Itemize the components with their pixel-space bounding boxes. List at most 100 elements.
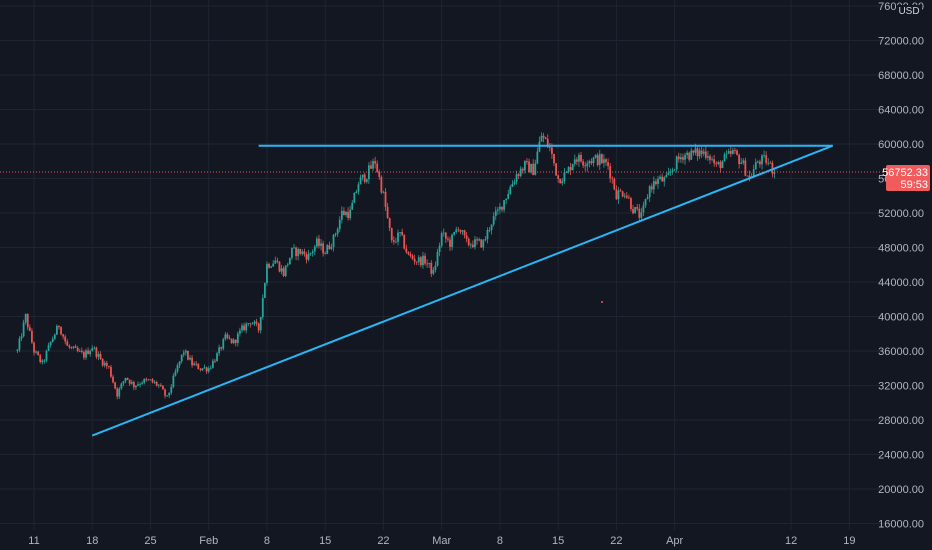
- candle-body: [603, 159, 605, 164]
- candle-body: [682, 157, 684, 160]
- candle-body: [37, 351, 40, 356]
- candle-body: [330, 247, 333, 249]
- time-axis[interactable]: [0, 530, 932, 550]
- candle-body: [465, 235, 468, 239]
- candle-body: [326, 245, 329, 254]
- candle-body: [663, 177, 666, 182]
- candle-body: [694, 148, 697, 153]
- candle-body: [80, 350, 83, 353]
- candle-body: [590, 161, 593, 164]
- candle-body: [157, 384, 160, 386]
- candle-body: [392, 240, 395, 242]
- candle-body: [702, 151, 705, 154]
- price-axis[interactable]: [885, 0, 932, 530]
- candle-body: [305, 254, 308, 260]
- time-tick-label: 22: [610, 535, 622, 547]
- candle-body: [432, 269, 435, 274]
- candle-body: [436, 251, 439, 266]
- candle-body: [492, 216, 495, 225]
- candle-body: [715, 163, 718, 165]
- candle-body: [274, 260, 277, 264]
- candle-body: [357, 184, 360, 192]
- candle-body: [187, 350, 189, 360]
- candlestick-series: [16, 132, 776, 400]
- candle-body: [561, 181, 564, 184]
- candle-body: [580, 154, 582, 162]
- candle-body: [247, 323, 250, 325]
- candle-body: [45, 350, 48, 361]
- candle-body: [20, 336, 23, 339]
- trendlines: [91, 144, 834, 437]
- candle-body: [713, 159, 716, 164]
- candle-body: [451, 234, 453, 247]
- candle-body: [345, 211, 347, 215]
- candle-body: [486, 229, 489, 240]
- candle-body: [91, 348, 94, 351]
- candle-body: [586, 163, 589, 167]
- candle-body: [211, 360, 214, 368]
- candle-body: [241, 325, 243, 331]
- candle-body: [153, 382, 156, 383]
- candle-body: [763, 155, 765, 157]
- candle-body: [193, 363, 196, 366]
- candle-body: [428, 262, 431, 264]
- candle-body: [526, 160, 528, 162]
- candle-body: [571, 163, 574, 171]
- trendline[interactable]: [91, 144, 834, 437]
- candle-body: [505, 198, 508, 201]
- candle-body: [218, 347, 221, 354]
- time-tick-label: Mar: [432, 535, 451, 547]
- candle-body: [600, 154, 603, 164]
- candle-body: [738, 154, 741, 165]
- candle-body: [259, 316, 262, 331]
- candle-body: [605, 159, 607, 163]
- candle-body: [222, 339, 225, 349]
- candle-body: [276, 260, 279, 262]
- candle-body: [671, 170, 674, 173]
- candle-body: [509, 186, 512, 194]
- candle-body: [168, 392, 171, 396]
- candle-body: [424, 255, 426, 264]
- candle-body: [149, 379, 152, 381]
- candle-body: [484, 239, 487, 241]
- candle-body: [444, 232, 447, 239]
- candle-body: [652, 181, 655, 190]
- candle-body: [754, 162, 757, 170]
- candle-body: [68, 345, 71, 348]
- candle-body: [301, 251, 304, 254]
- cursor-dot: [601, 301, 603, 303]
- currency-label[interactable]: USD: [896, 5, 922, 19]
- candle-body: [430, 262, 433, 274]
- candle-body: [322, 243, 325, 254]
- candle-body: [64, 336, 67, 342]
- candle-body: [263, 283, 266, 298]
- candle-body: [594, 155, 597, 158]
- candle-body: [679, 157, 682, 160]
- countdown-label: 59:53: [900, 179, 928, 191]
- candle-body: [251, 323, 254, 325]
- candle-body: [534, 163, 537, 176]
- candle-body: [736, 150, 738, 155]
- candle-body: [243, 325, 245, 331]
- candle-body: [636, 207, 639, 209]
- candle-body: [523, 160, 526, 171]
- candle-body: [563, 172, 566, 182]
- candle-body: [621, 191, 624, 197]
- candle-body: [648, 186, 651, 198]
- candle-body: [422, 255, 424, 266]
- last-price-label: 56752.33: [882, 167, 928, 179]
- candle-body: [530, 163, 533, 173]
- candle-body: [675, 156, 678, 170]
- candle-body: [707, 156, 709, 158]
- candle-body: [503, 200, 505, 210]
- candle-body: [22, 322, 25, 337]
- candle-body: [101, 358, 104, 366]
- candle-body: [384, 191, 387, 207]
- time-axis-labels: 11 18 25 Feb 8 15 22 Mar 8 15 22 Apr 12 19: [28, 535, 855, 547]
- candle-body: [740, 162, 743, 165]
- last-price-tag: 56752.33 59:53: [882, 165, 930, 192]
- candle-body: [174, 371, 177, 376]
- candle-body: [752, 169, 755, 177]
- candle-body: [769, 162, 772, 164]
